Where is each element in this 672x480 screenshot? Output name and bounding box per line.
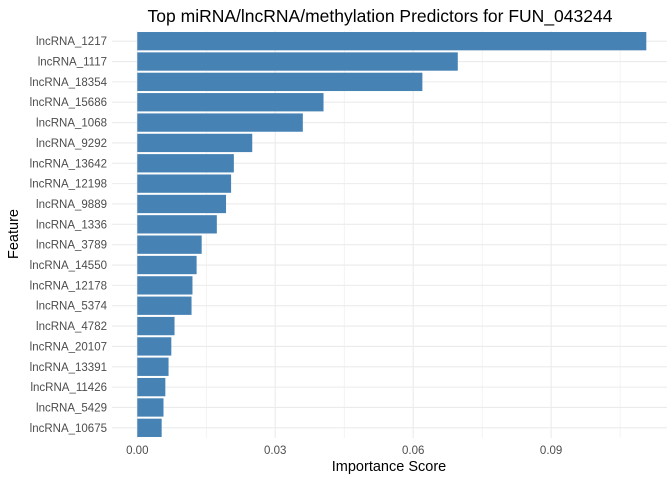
bar-lncRNA_1117 [137, 52, 458, 71]
bar-lncRNA_13642 [137, 154, 234, 173]
y-tick-label: lncRNA_1068 [36, 118, 107, 130]
x-axis-title: Importance Score [332, 459, 446, 475]
x-tick-label: 0.03 [264, 445, 286, 457]
y-tick-label: lncRNA_11426 [30, 382, 107, 394]
y-tick-label: lncRNA_1217 [36, 36, 107, 48]
bar-lncRNA_14550 [137, 255, 197, 275]
y-tick-label: lncRNA_5374 [36, 301, 108, 313]
y-tick-label: lncRNA_1117 [38, 57, 107, 69]
y-tick-label: lncRNA_9292 [36, 138, 107, 150]
y-tick-label: lncRNA_9889 [36, 199, 107, 211]
bar-lncRNA_13391 [137, 357, 169, 376]
bars [137, 32, 647, 437]
bar-lncRNA_4782 [137, 316, 175, 336]
bar-lncRNA_10675 [137, 418, 162, 437]
bar-lncRNA_11426 [137, 377, 166, 397]
y-tick-label: lncRNA_15686 [30, 97, 107, 109]
bar-lncRNA_3789 [137, 235, 202, 254]
y-tick-label: lncRNA_10675 [30, 423, 107, 435]
y-tick-label: lncRNA_20107 [30, 341, 107, 353]
y-tick-label: lncRNA_13642 [30, 158, 107, 170]
bar-lncRNA_1336 [137, 215, 217, 234]
bar-lncRNA_18354 [137, 72, 423, 92]
y-axis-tick-labels: lncRNA_1217 lncRNA_1117 lncRNA_18354 lncRNA… [30, 36, 108, 435]
bar-lncRNA_12178 [137, 276, 193, 295]
bar-lncRNA_20107 [137, 337, 172, 356]
y-tick-label: lncRNA_12178 [30, 280, 107, 292]
y-tick-label: lncRNA_13391 [30, 362, 107, 374]
y-tick-label: lncRNA_5429 [36, 402, 107, 414]
bar-lncRNA_12198 [137, 174, 232, 193]
x-tick-label: 0.00 [126, 445, 148, 457]
y-tick-label: lncRNA_3789 [36, 240, 107, 252]
x-axis-tick-labels: 0.00 0.03 0.06 0.09 [126, 445, 562, 457]
x-tick-label: 0.06 [402, 445, 424, 457]
y-tick-label: lncRNA_4782 [36, 321, 107, 333]
y-tick-label: lncRNA_12198 [30, 179, 107, 191]
bar-lncRNA_15686 [137, 93, 324, 112]
x-tick-label: 0.09 [540, 445, 562, 457]
bar-lncRNA_1217 [137, 32, 647, 51]
y-tick-label: lncRNA_14550 [30, 260, 107, 272]
bar-lncRNA_9292 [137, 133, 253, 153]
bar-lncRNA_1068 [137, 113, 303, 132]
bar-lncRNA_5429 [137, 398, 164, 417]
bar-lncRNA_5374 [137, 296, 192, 315]
y-tick-label: lncRNA_1336 [36, 219, 107, 231]
bar-lncRNA_9889 [137, 194, 227, 214]
chart-title: Top miRNA/lncRNA/methylation Predictors … [148, 6, 613, 27]
y-axis-title: Feature [6, 209, 22, 259]
y-tick-label: lncRNA_18354 [30, 77, 108, 89]
